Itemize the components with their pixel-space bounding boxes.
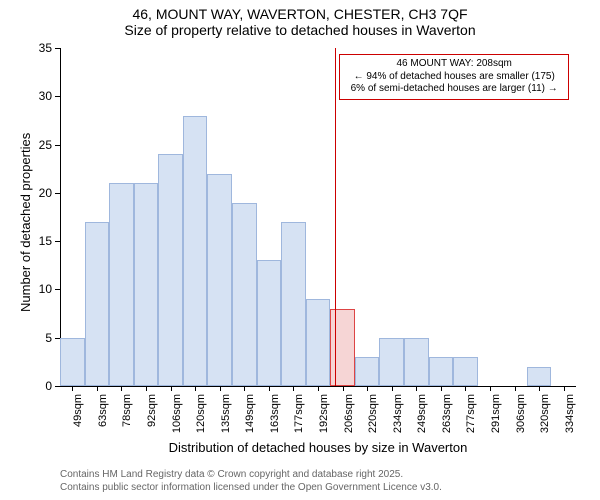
xtick-mark	[269, 386, 270, 391]
ytick-mark	[55, 96, 60, 97]
xtick-label: 135sqm	[220, 394, 232, 434]
ytick-mark	[55, 145, 60, 146]
histogram-bar	[355, 357, 380, 386]
xtick-label: 63sqm	[97, 394, 109, 434]
footer-line-2: Contains public sector information licen…	[60, 481, 442, 494]
ytick-label: 0	[28, 379, 52, 393]
callout-line-3: 6% of semi-detached houses are larger (1…	[345, 83, 563, 96]
xtick-label: 306sqm	[515, 394, 527, 434]
histogram-bar	[527, 367, 552, 386]
xtick-label: 263sqm	[441, 394, 453, 434]
ytick-label: 5	[28, 331, 52, 345]
histogram-bar	[207, 174, 232, 386]
histogram-bar	[281, 222, 306, 386]
x-axis-label: Distribution of detached houses by size …	[60, 440, 576, 455]
ytick-mark	[55, 386, 60, 387]
xtick-label: 220sqm	[367, 394, 379, 434]
xtick-mark	[171, 386, 172, 391]
xtick-mark	[465, 386, 466, 391]
histogram-bar	[85, 222, 110, 386]
ytick-label: 30	[28, 89, 52, 103]
xtick-mark	[490, 386, 491, 391]
xtick-mark	[220, 386, 221, 391]
histogram-bar	[306, 299, 331, 386]
xtick-label: 78sqm	[121, 394, 133, 434]
xtick-label: 92sqm	[146, 394, 158, 434]
xtick-mark	[146, 386, 147, 391]
histogram-bar	[429, 357, 454, 386]
histogram-bar	[453, 357, 478, 386]
xtick-mark	[416, 386, 417, 391]
xtick-label: 106sqm	[171, 394, 183, 434]
histogram-bar	[404, 338, 429, 386]
histogram-bar	[134, 183, 159, 386]
xtick-mark	[367, 386, 368, 391]
xtick-mark	[72, 386, 73, 391]
xtick-label: 234sqm	[392, 394, 404, 434]
xtick-mark	[121, 386, 122, 391]
xtick-label: 334sqm	[564, 394, 576, 434]
xtick-mark	[244, 386, 245, 391]
histogram-bar	[232, 203, 257, 386]
xtick-mark	[539, 386, 540, 391]
xtick-label: 277sqm	[465, 394, 477, 434]
xtick-label: 206sqm	[343, 394, 355, 434]
xtick-label: 163sqm	[269, 394, 281, 434]
histogram-bar	[60, 338, 85, 386]
xtick-mark	[515, 386, 516, 391]
histogram-bar	[379, 338, 404, 386]
title-line-1: 46, MOUNT WAY, WAVERTON, CHESTER, CH3 7Q…	[0, 6, 600, 22]
xtick-mark	[318, 386, 319, 391]
histogram-bar	[257, 260, 282, 386]
callout-line-2: ← 94% of detached houses are smaller (17…	[345, 71, 563, 84]
title-line-2: Size of property relative to detached ho…	[0, 22, 600, 38]
footer-attribution: Contains HM Land Registry data © Crown c…	[60, 468, 442, 494]
callout-box: 46 MOUNT WAY: 208sqm← 94% of detached ho…	[339, 54, 569, 100]
xtick-mark	[441, 386, 442, 391]
histogram-bar	[183, 116, 208, 386]
ytick-mark	[55, 193, 60, 194]
y-axis	[60, 48, 61, 386]
xtick-mark	[195, 386, 196, 391]
xtick-label: 49sqm	[72, 394, 84, 434]
xtick-label: 149sqm	[244, 394, 256, 434]
ytick-mark	[55, 289, 60, 290]
highlight-marker-line	[335, 48, 336, 386]
histogram-bar	[109, 183, 134, 386]
xtick-label: 291sqm	[490, 394, 502, 434]
histogram-bar	[158, 154, 183, 386]
footer-line-1: Contains HM Land Registry data © Crown c…	[60, 468, 442, 481]
callout-line-1: 46 MOUNT WAY: 208sqm	[345, 58, 563, 71]
xtick-mark	[564, 386, 565, 391]
xtick-mark	[293, 386, 294, 391]
y-axis-label: Number of detached properties	[18, 133, 33, 312]
ytick-label: 35	[28, 41, 52, 55]
xtick-label: 177sqm	[293, 394, 305, 434]
xtick-mark	[392, 386, 393, 391]
xtick-label: 120sqm	[195, 394, 207, 434]
xtick-label: 192sqm	[318, 394, 330, 434]
ytick-mark	[55, 48, 60, 49]
xtick-label: 320sqm	[539, 394, 551, 434]
xtick-mark	[343, 386, 344, 391]
xtick-label: 249sqm	[416, 394, 428, 434]
highlight-bar	[330, 309, 355, 386]
ytick-mark	[55, 241, 60, 242]
xtick-mark	[97, 386, 98, 391]
